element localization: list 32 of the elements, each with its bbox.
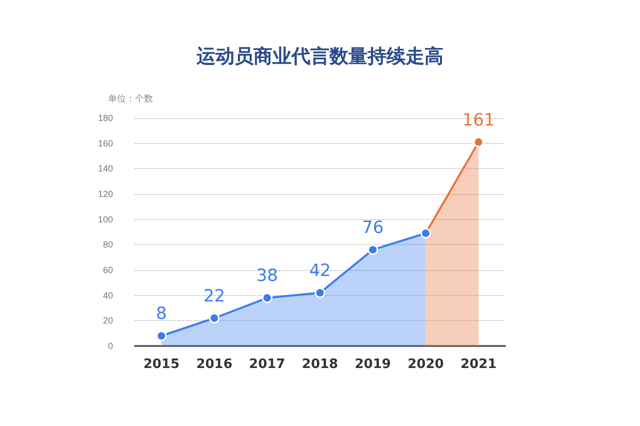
chart-title: 运动员商业代言数量持续走高 — [196, 46, 444, 68]
y-tick-label: 20 — [102, 316, 113, 326]
data-label: 8 — [156, 304, 167, 324]
point — [156, 330, 167, 342]
data-label: 38 — [256, 266, 278, 286]
y-tick-label: 80 — [102, 240, 113, 250]
point — [368, 244, 378, 255]
point — [420, 228, 431, 239]
y-tick-label: 60 — [102, 265, 113, 275]
text: 单位：个数 — [108, 94, 153, 104]
point — [262, 292, 272, 304]
point — [314, 288, 326, 298]
x-tick-label: 2020 — [408, 357, 444, 372]
data-label: 161 — [462, 110, 495, 130]
y-tick-label: 40 — [102, 290, 113, 300]
data-label: 22 — [203, 286, 226, 306]
y-tick-label: 180 — [98, 113, 113, 123]
x-tick-label: 2021 — [460, 357, 497, 372]
point — [209, 312, 220, 324]
x-tick-label: 2016 — [196, 357, 232, 372]
x-tick-label: 2018 — [302, 357, 338, 372]
y-tick-label: 120 — [98, 189, 113, 199]
data-label: 76 — [362, 218, 384, 238]
x-tick-label: 2019 — [354, 357, 391, 372]
y-tick-label: 160 — [98, 138, 113, 148]
point — [473, 136, 484, 148]
x-tick-label: 2017 — [249, 357, 286, 372]
y-tick-label: 0 — [108, 341, 113, 351]
x-tick-label: 2015 — [143, 357, 180, 372]
y-tick-label: 140 — [98, 164, 113, 174]
y-tick-label: 100 — [98, 214, 113, 224]
data-label: 42 — [309, 261, 331, 282]
